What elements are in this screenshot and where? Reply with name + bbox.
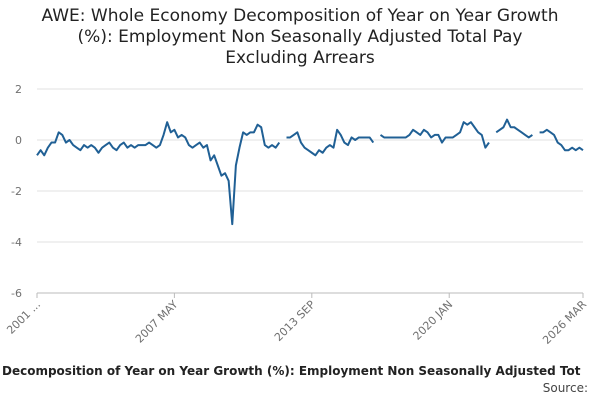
y-tick-label: -2	[11, 185, 22, 198]
y-tick-label: 2	[15, 83, 22, 96]
footer-text: Decomposition of Year on Year Growth (%)…	[2, 364, 581, 378]
chart-title: AWE: Whole Economy Decomposition of Year…	[41, 6, 559, 68]
x-tick-label: 2013 SEP	[272, 298, 318, 344]
x-tick-label: 2007 MAY	[133, 298, 181, 346]
y-tick-label: 0	[15, 134, 22, 147]
source-text: Source:	[542, 381, 588, 395]
y-tick-label: -4	[11, 236, 22, 249]
y-tick-label: -6	[11, 287, 22, 300]
x-tick-label: 2020 JAN	[411, 298, 456, 343]
x-tick-label: 2026 MAR	[540, 298, 589, 347]
series-line	[36, 118, 584, 226]
x-tick-label: 2001 ...	[4, 298, 43, 337]
